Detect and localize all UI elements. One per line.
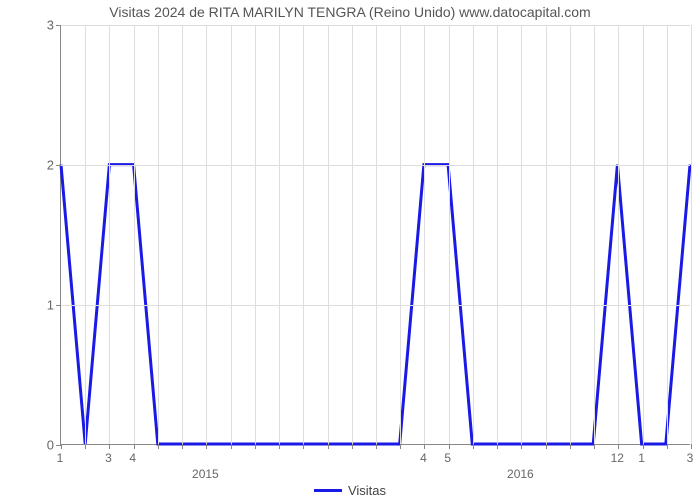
x-tick-label: 4 — [420, 451, 427, 465]
x-gridline — [109, 25, 110, 444]
x-gridline — [594, 25, 595, 444]
x-tick-mark — [643, 444, 644, 449]
x-tick-mark — [667, 444, 668, 449]
x-tick-mark — [449, 444, 450, 449]
x-tick-label: 4 — [129, 451, 136, 465]
x-gridline — [376, 25, 377, 444]
x-tick-label: 1 — [638, 451, 645, 465]
x-tick-mark — [182, 444, 183, 449]
x-tick-mark — [61, 444, 62, 449]
x-gridline — [158, 25, 159, 444]
legend-swatch — [314, 489, 342, 492]
x-tick-mark — [473, 444, 474, 449]
chart-title: Visitas 2024 de RITA MARILYN TENGRA (Rei… — [0, 4, 700, 20]
chart-container: Visitas 2024 de RITA MARILYN TENGRA (Rei… — [0, 0, 700, 500]
x-tick-mark — [279, 444, 280, 449]
x-tick-label: 3 — [687, 451, 694, 465]
x-tick-mark — [497, 444, 498, 449]
x-gridline — [231, 25, 232, 444]
x-tick-mark — [134, 444, 135, 449]
x-gridline — [424, 25, 425, 444]
x-gridline — [618, 25, 619, 444]
x-gridline — [667, 25, 668, 444]
x-tick-mark — [206, 444, 207, 449]
x-tick-mark — [400, 444, 401, 449]
x-gridline — [521, 25, 522, 444]
x-gridline — [303, 25, 304, 444]
x-gridline — [570, 25, 571, 444]
x-year-label: 2016 — [507, 467, 534, 481]
x-gridline — [449, 25, 450, 444]
x-gridline — [643, 25, 644, 444]
x-gridline — [473, 25, 474, 444]
x-gridline — [400, 25, 401, 444]
x-tick-mark — [231, 444, 232, 449]
x-gridline — [279, 25, 280, 444]
y-tick-label: 0 — [24, 438, 54, 453]
x-tick-mark — [352, 444, 353, 449]
y-tick-label: 1 — [24, 298, 54, 313]
y-tick-label: 2 — [24, 158, 54, 173]
x-gridline — [497, 25, 498, 444]
x-tick-mark — [158, 444, 159, 449]
x-gridline — [255, 25, 256, 444]
x-tick-mark — [691, 444, 692, 449]
y-tick-label: 3 — [24, 18, 54, 33]
x-tick-mark — [618, 444, 619, 449]
x-gridline — [546, 25, 547, 444]
x-gridline — [182, 25, 183, 444]
x-tick-mark — [328, 444, 329, 449]
x-tick-mark — [376, 444, 377, 449]
y-tick-mark — [56, 165, 61, 166]
x-tick-mark — [594, 444, 595, 449]
x-gridline — [134, 25, 135, 444]
x-gridline — [691, 25, 692, 444]
x-gridline — [328, 25, 329, 444]
x-tick-label: 3 — [105, 451, 112, 465]
legend-label: Visitas — [348, 483, 386, 498]
x-tick-mark — [255, 444, 256, 449]
x-tick-mark — [521, 444, 522, 449]
x-tick-label: 5 — [444, 451, 451, 465]
x-tick-mark — [109, 444, 110, 449]
y-tick-mark — [56, 25, 61, 26]
x-gridline — [85, 25, 86, 444]
x-tick-mark — [570, 444, 571, 449]
x-tick-mark — [85, 444, 86, 449]
x-year-label: 2015 — [192, 467, 219, 481]
x-tick-mark — [546, 444, 547, 449]
x-gridline — [206, 25, 207, 444]
y-tick-mark — [56, 305, 61, 306]
x-tick-label: 12 — [611, 451, 624, 465]
x-tick-label: 1 — [57, 451, 64, 465]
x-tick-mark — [424, 444, 425, 449]
x-tick-mark — [303, 444, 304, 449]
plot-area — [60, 25, 690, 445]
x-gridline — [352, 25, 353, 444]
legend: Visitas — [0, 482, 700, 498]
